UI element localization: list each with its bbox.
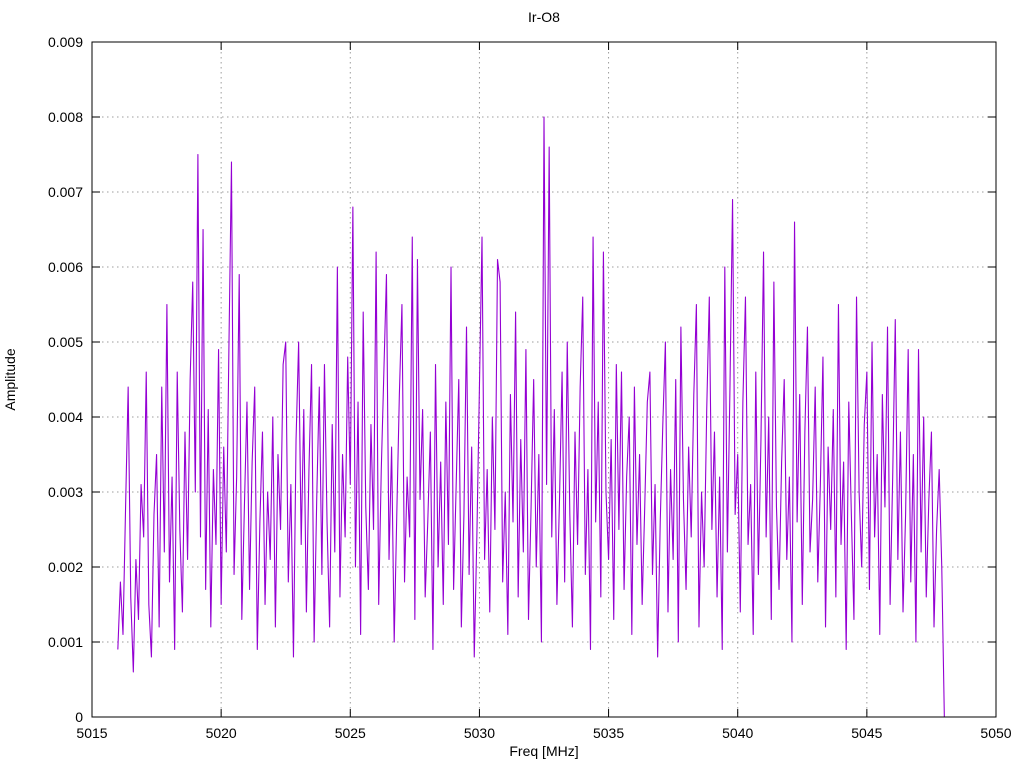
x-axis-label: Freq [MHz] [509,743,578,759]
x-tick-label: 5040 [722,725,753,741]
data-layer [117,116,945,718]
x-tick-label: 5020 [206,725,237,741]
plot-border [91,41,997,718]
y-tick-label: 0.003 [48,484,83,500]
y-tick-label: 0 [75,709,83,725]
y-tick-label: 0.006 [48,259,83,275]
y-tick-label: 0.009 [48,34,83,50]
axis-layer [91,41,997,718]
x-tick-label: 5015 [76,725,107,741]
tick-label-layer: 5015 5020 5025 5030 5035 5040 5045 5050 0 0.001 0.… [48,34,1012,741]
x-tick-label: 5050 [980,725,1011,741]
y-tick-label: 0.001 [48,634,83,650]
y-axis-label: Amplitude [2,348,18,410]
y-tick-label: 0.005 [48,334,83,350]
x-tick-label: 5025 [335,725,366,741]
x-tick-label: 5030 [464,725,495,741]
x-tick-label: 5045 [851,725,882,741]
y-tick-label: 0.004 [48,409,83,425]
y-tick-label: 0.007 [48,184,83,200]
x-tick-label: 5035 [593,725,624,741]
y-tick-label: 0.008 [48,109,83,125]
data-series-line [117,116,945,718]
plot-title: Ir-O8 [528,9,560,25]
y-tick-label: 0.002 [48,559,83,575]
